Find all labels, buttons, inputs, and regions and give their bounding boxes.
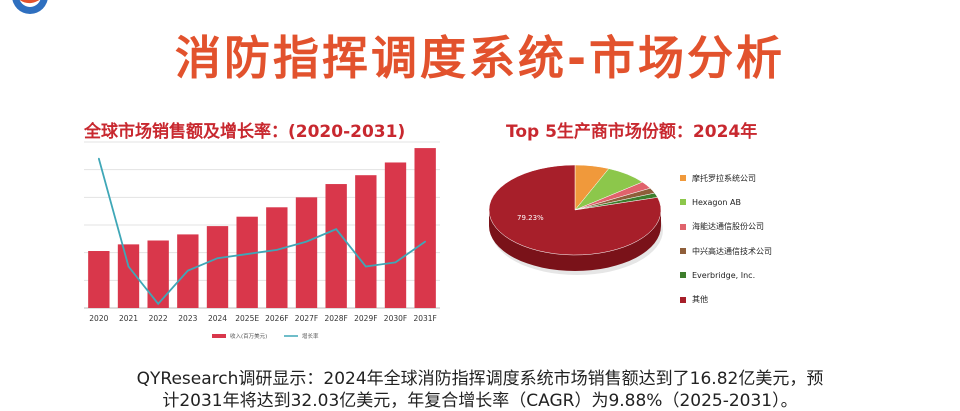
bar-2024 [206, 226, 229, 308]
x-tick-label: 2031F [413, 314, 436, 323]
bar-2025E [236, 216, 258, 308]
bar-2030F [384, 162, 407, 308]
growth-rate-point [98, 157, 100, 160]
bar-2028F [325, 184, 347, 308]
x-tick-label: 2026F [265, 314, 288, 323]
bar-2022 [147, 240, 169, 308]
pie-legend-swatch [680, 199, 686, 206]
x-tick-label: 2022 [149, 314, 168, 323]
bar-2027F [295, 197, 318, 308]
x-tick-label: 2025E [235, 314, 259, 323]
pie-legend-item: 中兴高达通信技术公司 [680, 239, 830, 263]
x-tick-label: 2027F [295, 314, 318, 323]
x-tick-label: 2020 [89, 314, 108, 323]
growth-rate-point [394, 261, 397, 264]
growth-rate-point [187, 269, 189, 272]
pie-legend-label: Hexagon AB [692, 197, 741, 207]
pie-chart-title: Top 5生产商市场份额：2024年 [506, 122, 758, 142]
legend-line-label: 增长率 [302, 332, 319, 340]
pie-legend-label: 其他 [692, 295, 708, 305]
x-tick-label: 2023 [178, 314, 197, 323]
pie-legend-swatch [680, 248, 686, 255]
x-tick-label: 2030F [384, 314, 407, 323]
growth-rate-point [305, 240, 308, 243]
bar-chart-title: 全球市场销售额及增长率：(2020-2031) [84, 122, 406, 142]
summary-text-line-2: 计2031年将达到32.03亿美元，年复合增长率（CAGR）为9.88%（202… [162, 391, 798, 411]
pie-legend-swatch [680, 296, 686, 303]
growth-rate-line [97, 158, 426, 306]
x-tick-label: 2029F [354, 314, 377, 323]
pie-legend-swatch [680, 272, 686, 279]
pie-legend-label: 摩托罗拉系统公司 [692, 173, 756, 183]
growth-rate-point [276, 249, 278, 251]
x-tick-label: 2024 [208, 314, 227, 323]
pie-side-5 [489, 210, 661, 271]
legend-bar-label: 收入(百万美元) [230, 332, 267, 340]
pie-legend-item: 摩托罗拉系统公司 [680, 166, 830, 190]
pie-data-label: 79.23% [517, 214, 544, 222]
bar-2026F [266, 207, 288, 308]
growth-rate-point [246, 253, 248, 255]
growth-rate-point [216, 257, 219, 259]
bar-2029F [355, 175, 377, 308]
bar-2021 [117, 244, 140, 308]
growth-rate-point [335, 228, 337, 230]
summary-text-line-1: QYResearch调研显示：2024年全球消防指挥调度系统市场销售额达到了16… [136, 369, 824, 389]
legend-bar-swatch [212, 334, 226, 338]
pie-legend-item: 海能达通信股份公司 [680, 215, 830, 239]
growth-rate-point [424, 240, 426, 243]
growth-rate-point [365, 265, 367, 268]
pie-legend: 摩托罗拉系统公司 Hexagon AB 海能达通信股份公司 中兴高达通信技术公司 Eve… [680, 166, 830, 312]
pie-legend-label: 中兴高达通信技术公司 [692, 246, 772, 256]
pie-slice-5 [488, 164, 662, 256]
company-logo [12, 0, 48, 14]
pie-legend-label: Everbridge, Inc. [692, 270, 756, 280]
page-title: 消防指挥调度系统-市场分析 [174, 31, 786, 85]
growth-rate-point [157, 303, 159, 305]
x-tick-label: 2028F [324, 314, 347, 323]
pie-legend-item: Hexagon AB [680, 190, 830, 214]
revenue-bar-chart: 2020 2021 2022 2023 2024 2025E 2026F 2027F 2028F… [84, 141, 440, 340]
pie-legend-item: 其他 [680, 287, 830, 311]
bar-2031F [414, 148, 436, 308]
pie-legend-swatch [680, 223, 686, 230]
pie-legend-item: Everbridge, Inc. [680, 263, 830, 287]
market-share-pie-chart: 79.23% [488, 164, 663, 275]
pie-legend-swatch [680, 175, 686, 182]
x-tick-label: 2021 [119, 314, 138, 323]
pie-legend-label: 海能达通信股份公司 [692, 222, 764, 232]
bar-2020 [88, 251, 110, 308]
growth-rate-point [127, 265, 130, 268]
